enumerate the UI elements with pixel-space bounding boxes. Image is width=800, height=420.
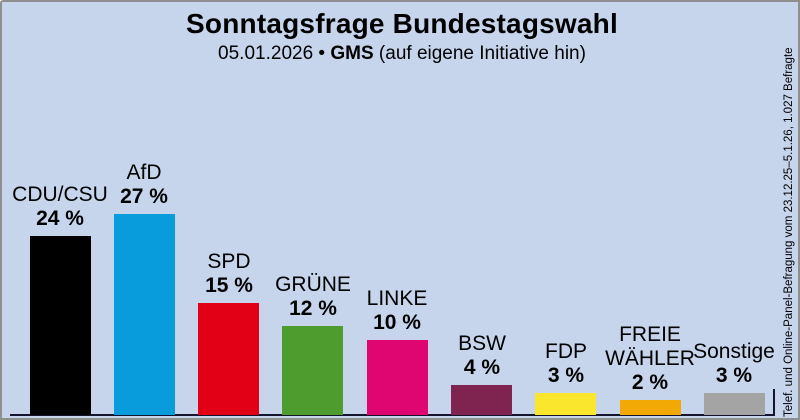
bar-cdu-csu	[30, 236, 91, 415]
bar-label-fdp: FDP 3 %	[486, 340, 646, 388]
party-name: BSW	[458, 332, 506, 355]
bar-label-linke: LINKE 10 %	[317, 287, 477, 335]
subtitle-date: 05.01.2026	[218, 43, 314, 64]
party-value: 15 %	[205, 274, 253, 297]
bar-fdp	[535, 393, 596, 415]
bar-bsw	[451, 385, 512, 415]
party-name: GRÜNE	[275, 273, 351, 296]
party-name: CDU/CSU	[12, 183, 108, 206]
x-axis-baseline	[10, 414, 775, 416]
bar-label-gr-ne: GRÜNE 12 %	[233, 273, 393, 321]
subtitle-note: (auf eigene Initiative hin)	[378, 43, 586, 64]
bar-linke	[367, 340, 428, 415]
party-value: 2 %	[631, 371, 669, 394]
bar-label-sonstige: Sonstige 3 %	[654, 340, 798, 388]
bar-label-spd: SPD 15 %	[149, 250, 309, 298]
party-value: 3 %	[547, 364, 585, 387]
party-name: LINKE	[366, 287, 428, 310]
bar-sonstige	[704, 393, 765, 415]
party-value: 4 %	[463, 356, 501, 379]
bar-spd	[198, 303, 259, 415]
party-name: WÄHLER	[605, 347, 695, 370]
party-value: 10 %	[373, 311, 421, 334]
party-name: Sonstige	[693, 340, 775, 363]
survey-source-note: Telef. und Online-Panel-Befragung vom 23…	[783, 47, 795, 417]
bar-label-cdu-csu: CDU/CSU 24 %	[2, 183, 140, 231]
party-name: SPD	[207, 250, 251, 273]
party-value: 3 %	[715, 364, 753, 387]
party-name: FDP	[545, 340, 587, 363]
bar-gr-ne	[282, 326, 343, 415]
bar-label-freie-w-hler: FREIE WÄHLER 2 %	[570, 323, 730, 395]
subtitle-source: GMS	[330, 43, 374, 64]
party-name: FREIE	[619, 323, 681, 346]
bar-freie-w-hler	[620, 400, 681, 415]
party-name: AfD	[126, 161, 162, 184]
party-value: 24 %	[36, 207, 84, 230]
party-value: 12 %	[289, 297, 337, 320]
axis-end-tick	[773, 389, 775, 416]
subtitle-separator-dot: •	[318, 43, 326, 64]
bar-label-bsw: BSW 4 %	[402, 332, 562, 380]
chart-title: Sonntagsfrage Bundestagswahl	[186, 8, 618, 39]
party-value: 27 %	[120, 185, 168, 208]
bar-label-afd: AfD 27 %	[64, 161, 224, 209]
chart-subtitle: 05.01.2026 • GMS (auf eigene Initiative …	[2, 43, 798, 65]
bar-afd	[114, 214, 175, 415]
chart-header: Sonntagsfrage Bundestagswahl 05.01.2026 …	[2, 8, 798, 65]
